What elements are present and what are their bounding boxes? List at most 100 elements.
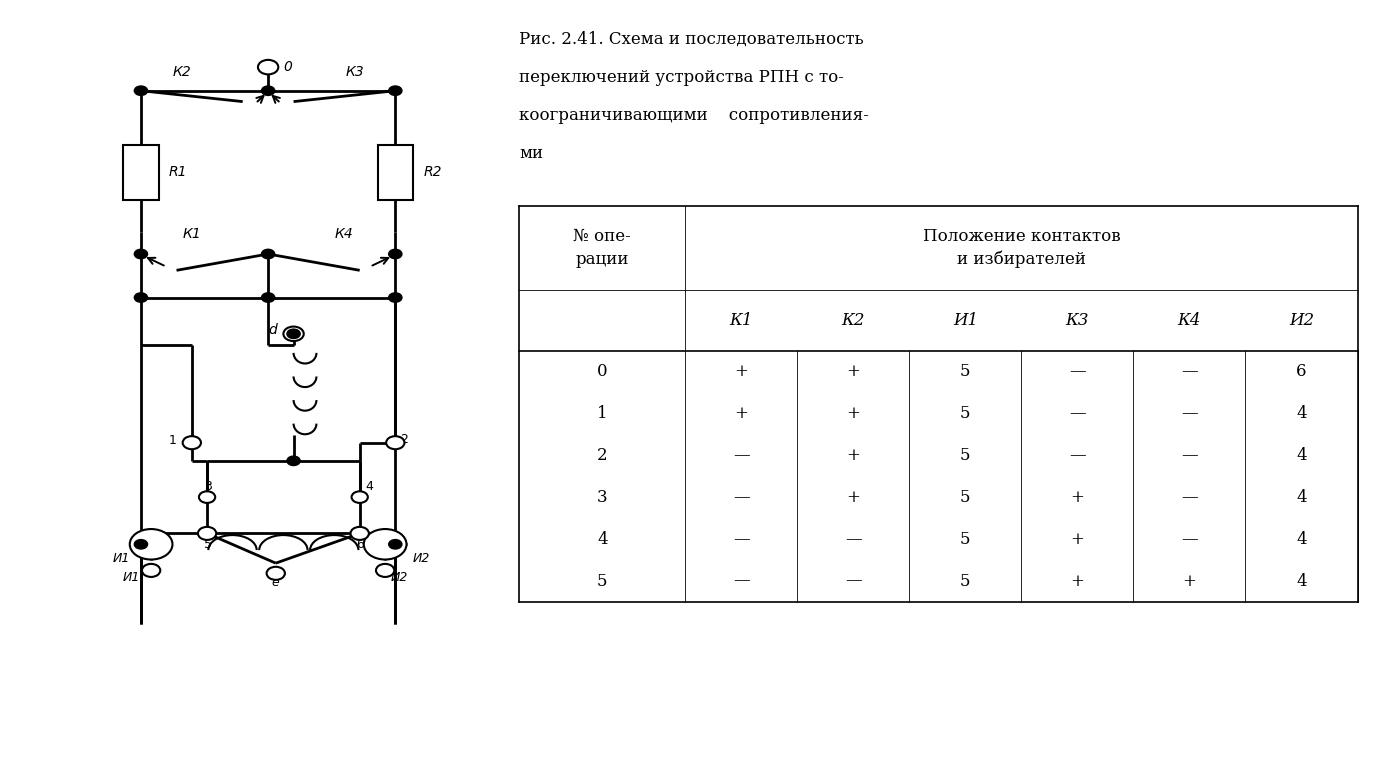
Text: +: + <box>847 405 861 422</box>
Text: 4: 4 <box>366 481 374 494</box>
Text: 0: 0 <box>283 60 293 74</box>
Text: +: + <box>1182 572 1196 590</box>
Text: +: + <box>847 447 861 464</box>
Circle shape <box>386 436 404 450</box>
Text: —: — <box>1181 363 1198 380</box>
Text: —: — <box>1181 488 1198 506</box>
Text: —: — <box>846 530 862 548</box>
Text: —: — <box>1181 530 1198 548</box>
Text: 4: 4 <box>1297 488 1306 506</box>
Text: К2: К2 <box>842 312 865 328</box>
Text: +: + <box>847 488 861 506</box>
Circle shape <box>287 329 300 338</box>
Text: № опе-: № опе- <box>573 228 631 245</box>
Text: 5: 5 <box>204 538 212 551</box>
Text: К2: К2 <box>172 66 191 79</box>
Text: И1: И1 <box>124 572 140 584</box>
Circle shape <box>283 327 304 341</box>
Text: d: d <box>268 323 276 338</box>
Text: ми: ми <box>520 145 543 162</box>
Text: +: + <box>847 363 861 380</box>
Circle shape <box>389 539 401 549</box>
Text: +: + <box>1071 572 1085 590</box>
Bar <box>378 145 412 200</box>
Circle shape <box>258 60 278 75</box>
Text: 4: 4 <box>1297 530 1306 548</box>
Circle shape <box>389 293 401 303</box>
Text: К1: К1 <box>183 226 201 241</box>
Bar <box>124 145 158 200</box>
Text: 5: 5 <box>597 572 608 590</box>
Circle shape <box>135 249 147 259</box>
Text: И2: И2 <box>390 572 407 584</box>
Circle shape <box>135 539 147 549</box>
Text: +: + <box>734 363 748 380</box>
Circle shape <box>261 86 275 95</box>
Text: —: — <box>1070 447 1086 464</box>
Text: К3: К3 <box>1066 312 1089 328</box>
Text: —: — <box>733 572 749 590</box>
Text: 1: 1 <box>597 405 608 422</box>
Text: R2: R2 <box>424 165 441 179</box>
Text: +: + <box>1071 530 1085 548</box>
Text: —: — <box>733 530 749 548</box>
Text: 6: 6 <box>356 538 363 551</box>
Circle shape <box>287 456 300 466</box>
Text: 5: 5 <box>960 447 971 464</box>
Text: 4: 4 <box>597 530 608 548</box>
Text: —: — <box>846 572 862 590</box>
Text: 1: 1 <box>169 434 177 447</box>
Text: 3: 3 <box>205 481 212 494</box>
Text: И2: И2 <box>1288 312 1314 328</box>
Text: 2: 2 <box>400 433 408 446</box>
Text: —: — <box>733 447 749 464</box>
Text: коограничивающими    сопротивления-: коограничивающими сопротивления- <box>520 107 869 123</box>
Text: К3: К3 <box>345 66 364 79</box>
Text: И1: И1 <box>113 552 131 565</box>
Text: К4: К4 <box>1178 312 1202 328</box>
Text: R1: R1 <box>169 165 187 179</box>
Text: —: — <box>1070 363 1086 380</box>
Circle shape <box>198 527 216 540</box>
Text: И1: И1 <box>953 312 978 328</box>
Text: —: — <box>1070 405 1086 422</box>
Text: К1: К1 <box>730 312 754 328</box>
Text: переключений устройства РПН с то-: переключений устройства РПН с то- <box>520 69 844 85</box>
Text: 4: 4 <box>1297 405 1306 422</box>
Circle shape <box>183 436 201 450</box>
Text: 4: 4 <box>1297 572 1306 590</box>
Circle shape <box>364 529 407 559</box>
Text: 5: 5 <box>960 530 971 548</box>
Text: 3: 3 <box>597 488 608 506</box>
Circle shape <box>199 491 216 503</box>
Text: рации: рации <box>576 251 628 267</box>
Circle shape <box>135 293 147 303</box>
Text: Рис. 2.41. Схема и последовательность: Рис. 2.41. Схема и последовательность <box>520 30 864 47</box>
Text: —: — <box>733 488 749 506</box>
Text: 5: 5 <box>960 488 971 506</box>
Text: 4: 4 <box>1297 447 1306 464</box>
Text: +: + <box>734 405 748 422</box>
Text: +: + <box>1071 488 1085 506</box>
Circle shape <box>375 564 395 577</box>
Text: —: — <box>1181 447 1198 464</box>
Text: И2: И2 <box>412 552 430 565</box>
Text: 5: 5 <box>960 405 971 422</box>
Circle shape <box>129 529 172 559</box>
Circle shape <box>261 249 275 259</box>
Text: 0: 0 <box>597 363 608 380</box>
Text: 5: 5 <box>960 572 971 590</box>
Text: К4: К4 <box>336 226 353 241</box>
Circle shape <box>389 249 401 259</box>
Circle shape <box>352 491 368 503</box>
Circle shape <box>142 564 161 577</box>
Text: Положение контактов: Положение контактов <box>923 228 1121 245</box>
Text: e: e <box>272 576 279 589</box>
Text: и избирателей: и избирателей <box>957 251 1086 267</box>
Circle shape <box>261 293 275 303</box>
Circle shape <box>351 527 368 540</box>
Circle shape <box>267 567 285 580</box>
Text: 5: 5 <box>960 363 971 380</box>
Circle shape <box>135 86 147 95</box>
Text: 2: 2 <box>597 447 608 464</box>
